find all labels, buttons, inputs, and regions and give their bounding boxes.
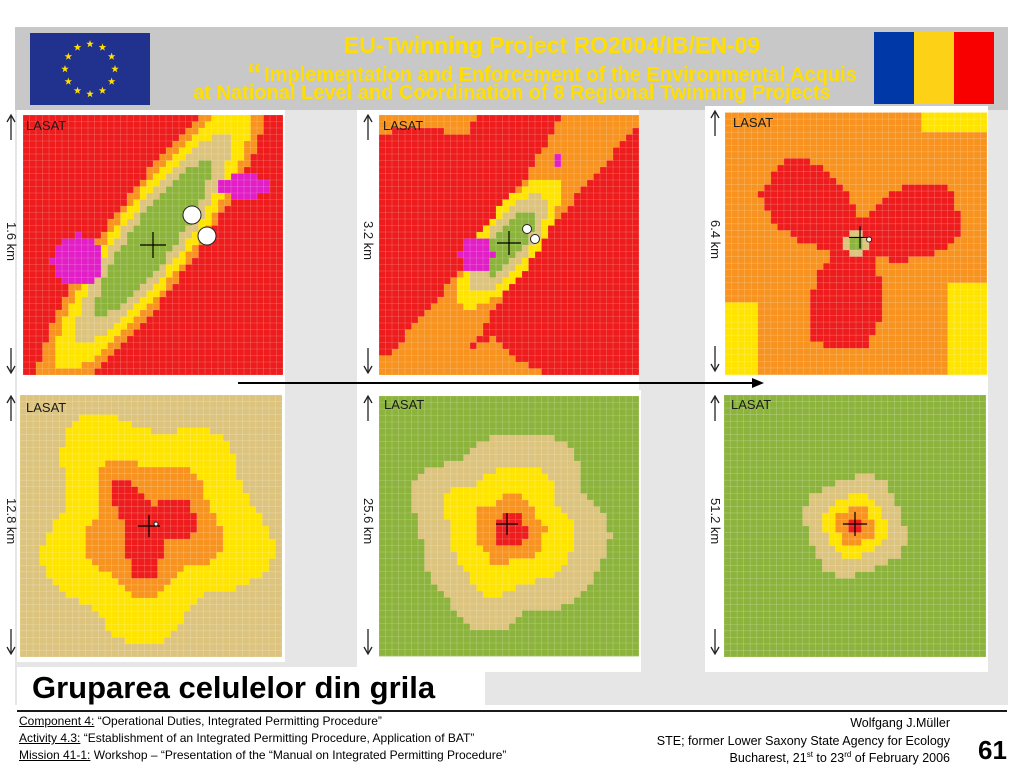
romania-flag-icon bbox=[874, 32, 994, 104]
scale-label: 6.4 km bbox=[708, 220, 723, 260]
model-label: LASAT bbox=[26, 400, 67, 415]
project-subtitle-line2: at National Level and Coordination of 8 … bbox=[193, 82, 831, 104]
footer-divider bbox=[17, 710, 1007, 712]
scale-arrow-5 bbox=[363, 394, 373, 656]
dispersion-map-2 bbox=[379, 115, 639, 375]
scale-label: 51.2 km bbox=[708, 498, 723, 545]
model-label: LASAT bbox=[383, 118, 424, 133]
dispersion-map-3 bbox=[725, 112, 987, 375]
heading-backing bbox=[17, 667, 485, 707]
model-label: LASAT bbox=[733, 115, 774, 130]
scale-arrow-3 bbox=[710, 109, 720, 373]
scale-label: 12.8 km bbox=[4, 498, 19, 545]
header-bar bbox=[15, 27, 1008, 110]
eu-flag-icon bbox=[30, 33, 150, 105]
scale-label: 25.6 km bbox=[361, 498, 376, 545]
model-label: LASAT bbox=[26, 118, 67, 133]
scale-arrow-2 bbox=[363, 113, 373, 375]
dispersion-map-4 bbox=[20, 395, 282, 657]
dispersion-map-6 bbox=[724, 395, 986, 657]
footer-component: Component 4: “Operational Duties, Integr… bbox=[19, 714, 382, 728]
project-subtitle-line1: “Implementation and Enforcement of the E… bbox=[247, 58, 857, 91]
scale-label: 1.6 km bbox=[4, 222, 19, 262]
dispersion-map-1 bbox=[23, 115, 283, 375]
progression-arrow-icon bbox=[238, 378, 764, 388]
page-number: 61 bbox=[978, 735, 1007, 765]
scale-label: 3.2 km bbox=[361, 221, 376, 261]
slide-heading: Gruparea celulelor din grila bbox=[32, 670, 436, 705]
scale-arrow-4 bbox=[6, 394, 16, 656]
model-label: LASAT bbox=[384, 397, 425, 412]
footer-date: Bucharest, 21st to 23rd of February 2006 bbox=[729, 750, 950, 766]
footer-author: Wolfgang J.Müller bbox=[850, 716, 950, 730]
scale-arrow-6 bbox=[710, 394, 720, 656]
footer-activity: Activity 4.3: “Establishment of an Integ… bbox=[19, 731, 475, 745]
footer-mission: Mission 41-1: Workshop – “Presentation o… bbox=[19, 748, 507, 762]
project-title: EU-Twinning Project RO2004/IB/EN-09 bbox=[343, 32, 761, 58]
scale-arrow-1 bbox=[6, 113, 16, 375]
dispersion-map-5 bbox=[379, 395, 639, 657]
model-label: LASAT bbox=[731, 397, 772, 412]
footer-affiliation: STE; former Lower Saxony State Agency fo… bbox=[656, 734, 950, 748]
